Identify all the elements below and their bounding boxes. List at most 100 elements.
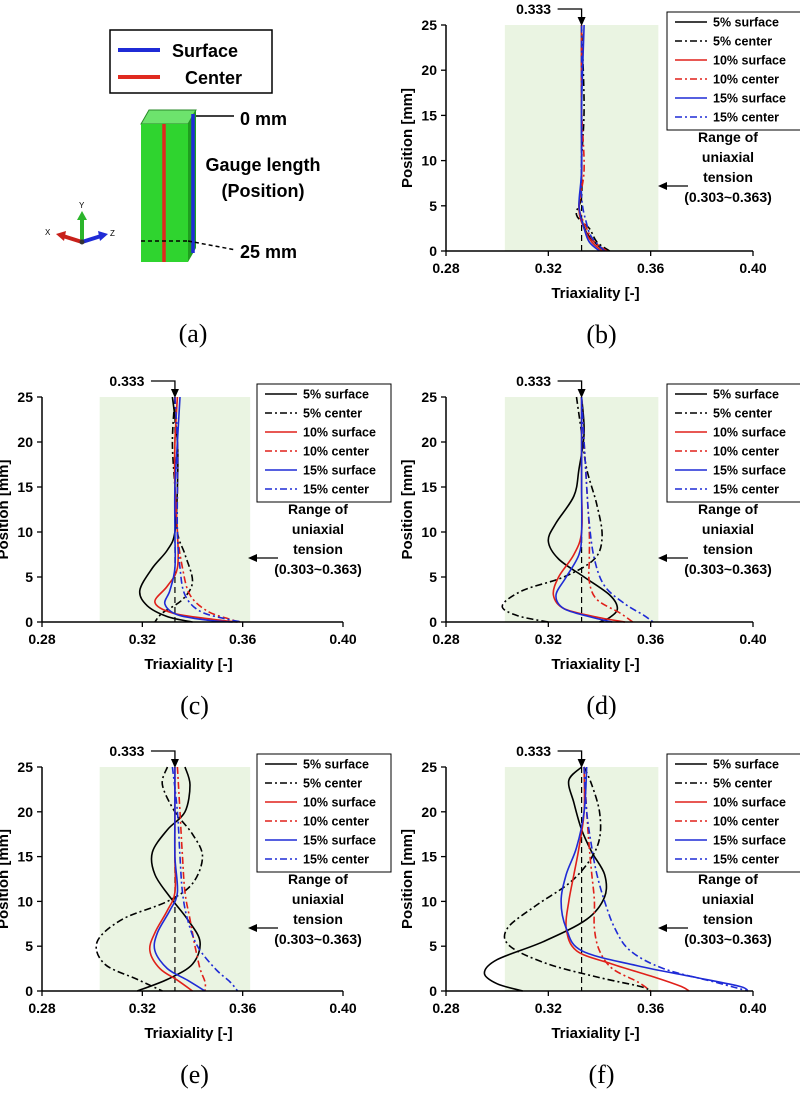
legend-item-label: 10% surface (713, 54, 786, 68)
range-annotation-line: tension (703, 911, 753, 927)
x-tick-label: 0.28 (432, 631, 459, 647)
x-tick-label: 0.36 (229, 1000, 256, 1016)
legend-item-label: 5% surface (713, 388, 779, 402)
series-line-5-surface (483, 766, 608, 992)
series-line-15-surface (555, 397, 613, 623)
y-tick-label: 0 (429, 614, 437, 630)
gauge-length-label: Gauge length (205, 155, 320, 175)
legend-box (256, 383, 392, 503)
y-tick-label: 10 (421, 893, 437, 909)
y-tick-label: 25 (421, 17, 437, 33)
legend-item-label: 15% surface (303, 834, 376, 848)
legend-item-label: 15% center (713, 853, 779, 867)
y-tick-label: 0 (25, 983, 33, 999)
x-tick-label: 0.40 (329, 1000, 356, 1016)
range-annotation-line: tension (703, 169, 753, 185)
legend-label-center: Center (185, 68, 242, 88)
range-annotation-line: tension (293, 911, 343, 927)
specimen-top-face (140, 109, 197, 125)
caption-e: (e) (180, 1060, 209, 1089)
range-annotation-line: Range of (288, 871, 348, 887)
reference-arrow (150, 380, 176, 391)
panel-d: 0 5 10 15 20 25 0.28 0.32 0.36 0.40 Triaxiality [-… (399, 373, 800, 720)
caption-c: (c) (180, 691, 209, 720)
legend-box (109, 29, 273, 94)
legend-item-label: 10% center (303, 815, 369, 829)
y-tick-label: 15 (421, 849, 437, 865)
range-annotation-line: uniaxial (702, 891, 754, 907)
y-tick-label: 10 (17, 893, 33, 909)
legend-item-label: 5% center (713, 35, 772, 49)
legend-item-label: 15% center (713, 483, 779, 497)
x-tick-label: 0.32 (535, 1000, 562, 1016)
y-tick-label: 15 (421, 107, 437, 123)
series-line-15-surface (163, 396, 233, 623)
caption-f: (f) (589, 1060, 615, 1089)
reference-value-label: 0.333 (516, 373, 551, 389)
x-tick-label: 0.32 (129, 1000, 156, 1016)
range-annotation-line: Range of (698, 501, 758, 517)
legend-item-label: 15% center (713, 111, 779, 125)
range-arrow-head (658, 924, 667, 932)
range-annotation-line: tension (703, 541, 753, 557)
reference-arrow-head (577, 389, 586, 398)
series-line-10-center (174, 396, 241, 623)
legend-item-label: 5% surface (303, 388, 369, 402)
svg-text:X: X (45, 228, 51, 237)
y-tick-label: 20 (17, 434, 33, 450)
x-tick-label: 0.36 (637, 631, 664, 647)
legend-item-label: 15% center (303, 853, 369, 867)
legend-item-label: 10% center (713, 815, 779, 829)
reference-arrow-head (170, 759, 179, 768)
legend-item-label: 10% surface (713, 426, 786, 440)
range-arrow-head (248, 554, 257, 562)
y-axis-title: Position [mm] (0, 829, 12, 929)
series-line-15-surface (153, 767, 206, 992)
reference-arrow (557, 750, 583, 761)
series-line-5-center (503, 766, 652, 992)
legend-label-surface: Surface (172, 41, 238, 61)
range-annotation-line: uniaxial (292, 521, 344, 537)
caption-a: (a) (179, 319, 208, 348)
y-tick-label: 5 (429, 938, 437, 954)
range-annotation-line: (0.303~0.363) (274, 561, 362, 577)
y-tick-label: 15 (17, 849, 33, 865)
range-annotation-line: uniaxial (702, 521, 754, 537)
reference-arrow (150, 750, 176, 761)
svg-text:Y: Y (79, 201, 85, 210)
panel-b: 0 5 10 15 20 25 0.28 0.32 0.36 0.40 Triaxiality [-… (399, 1, 800, 349)
reference-arrow-head (170, 389, 179, 398)
x-tick-label: 0.40 (739, 1000, 766, 1016)
y-tick-label: 20 (421, 62, 437, 78)
caption-d: (d) (586, 691, 616, 720)
legend-item-label: 10% surface (303, 796, 376, 810)
range-annotation-line: (0.303~0.363) (684, 931, 772, 947)
series-line-5-surface (138, 396, 193, 623)
x-tick-label: 0.40 (329, 631, 356, 647)
range-annotation-line: Range of (698, 129, 758, 145)
x-tick-label: 0.32 (535, 260, 562, 276)
reference-arrow (557, 8, 583, 19)
x-tick-label: 0.32 (129, 631, 156, 647)
legend-box (666, 753, 800, 873)
gauge-bottom-leader (187, 240, 237, 251)
x-tick-label: 0.40 (739, 631, 766, 647)
series-line-5-surface (547, 396, 619, 623)
legend-item-label: 10% surface (303, 426, 376, 440)
range-annotation-line: Range of (288, 501, 348, 517)
legend-box (666, 383, 800, 503)
range-annotation-line: (0.303~0.363) (274, 931, 362, 947)
y-tick-label: 20 (17, 804, 33, 820)
x-axis-title: Triaxiality [-] (551, 1025, 639, 1042)
x-tick-label: 0.36 (637, 1000, 664, 1016)
y-axis-title: Position [mm] (0, 459, 12, 559)
reference-arrow-head (577, 759, 586, 768)
y-tick-label: 10 (421, 153, 437, 169)
legend-item-label: 15% surface (713, 834, 786, 848)
gauge-position-label: (Position) (222, 181, 305, 201)
legend-item-label: 5% surface (303, 758, 369, 772)
reference-value-label: 0.333 (109, 373, 144, 389)
legend-item-label: 5% center (713, 407, 772, 421)
x-tick-label: 0.28 (432, 1000, 459, 1016)
series-line-15-center (583, 766, 749, 992)
